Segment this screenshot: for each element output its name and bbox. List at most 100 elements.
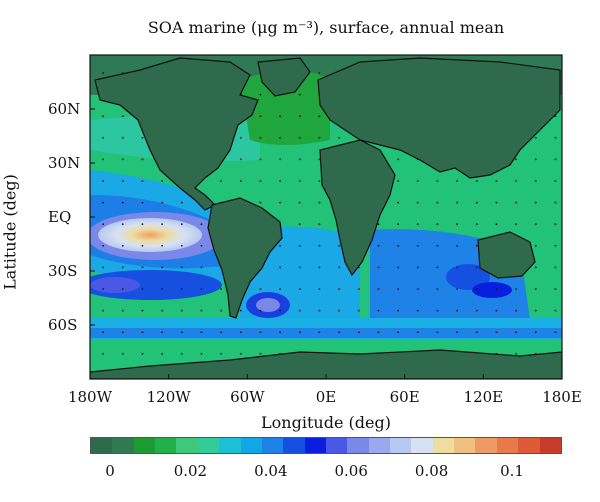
- grid-dot: [259, 158, 262, 161]
- y-tick-label: 30N: [48, 154, 81, 172]
- grid-dot: [377, 244, 380, 247]
- grid-dot: [456, 223, 459, 226]
- north-atlantic-region: [240, 70, 330, 145]
- grid-dot: [515, 180, 518, 182]
- greenland: [257, 57, 311, 97]
- grid-dot: [554, 244, 557, 247]
- grid-dot: [475, 244, 478, 247]
- indian-ocean-patch: [446, 264, 490, 290]
- grid-dot: [161, 266, 164, 269]
- grid-dot: [121, 136, 124, 139]
- x-tick-label: 0E: [315, 388, 337, 406]
- grid-dot: [534, 309, 537, 312]
- grid-dot: [515, 201, 518, 204]
- grid-dot: [397, 266, 400, 269]
- grid-dot: [102, 352, 105, 355]
- grid-dot: [318, 331, 321, 334]
- grid-dot: [102, 201, 105, 204]
- grid-dot: [416, 180, 419, 182]
- grid-dot: [239, 352, 242, 355]
- colorbar-cell: [496, 438, 519, 453]
- colorbar-cell: [518, 438, 540, 453]
- grid-dot: [475, 201, 478, 204]
- grid-dot: [318, 180, 321, 182]
- grid-dot: [397, 309, 400, 312]
- grid-dot: [161, 288, 164, 290]
- grid-dot: [436, 180, 439, 182]
- colorbar-cell: [539, 438, 561, 453]
- y-tick-label: 60S: [48, 316, 78, 334]
- grid-dot: [161, 201, 164, 204]
- grid-dot: [141, 223, 144, 226]
- grid-dot: [220, 180, 223, 182]
- grid-dot: [515, 288, 518, 290]
- grid-dot: [416, 223, 419, 226]
- grid-dot: [338, 331, 341, 334]
- grid-dot: [121, 244, 124, 247]
- x-tick-label: 180W: [67, 388, 113, 406]
- grid-dot: [121, 352, 124, 355]
- colorbar: [90, 437, 562, 454]
- pacific-maximum: [98, 218, 202, 252]
- grid-dot: [534, 201, 537, 204]
- grid-dot: [338, 136, 341, 139]
- grid-dot: [554, 136, 557, 139]
- grid-dot: [397, 180, 400, 182]
- grid-dot: [279, 180, 282, 182]
- south-pacific-core: [90, 277, 140, 293]
- grid-dot: [161, 223, 164, 226]
- grid-dot: [416, 309, 419, 312]
- grid-dot: [456, 288, 459, 290]
- grid-dot: [141, 244, 144, 247]
- grid-dot: [200, 266, 203, 269]
- grid-dot: [554, 309, 557, 312]
- australia: [477, 231, 536, 279]
- grid-dot: [475, 266, 478, 269]
- grid-dot: [279, 158, 282, 161]
- grid-dot: [456, 201, 459, 204]
- grid-dot: [338, 244, 341, 247]
- x-tick-label: 120W: [146, 388, 191, 406]
- y-tick-label: 30S: [48, 262, 78, 280]
- grid-dot: [436, 201, 439, 204]
- grid-dot: [161, 180, 164, 182]
- grid-dot: [102, 266, 105, 269]
- north-america: [94, 57, 259, 211]
- colorbar-cell: [454, 438, 476, 453]
- grid-dot: [436, 331, 439, 334]
- grid-dot: [259, 331, 262, 334]
- grid-dot: [495, 288, 498, 290]
- grid-dot: [436, 244, 439, 247]
- colorbar-cell: [390, 438, 412, 453]
- grid-dot: [200, 352, 203, 355]
- grid-dot: [554, 223, 557, 226]
- africa: [319, 139, 396, 277]
- grid-dot: [102, 72, 105, 74]
- grid-dot: [180, 288, 183, 290]
- grid-dot: [318, 244, 321, 247]
- colorbar-cell: [91, 438, 113, 453]
- grid-dot: [416, 288, 419, 290]
- colorbar-cell: [283, 438, 305, 453]
- colorbar-cell: [112, 438, 134, 453]
- colorbar-cell: [304, 438, 326, 453]
- grid-dot: [318, 223, 321, 226]
- grid-dot: [220, 352, 223, 355]
- grid-dot: [298, 201, 301, 204]
- grid-dot: [456, 180, 459, 182]
- grid-dot: [298, 244, 301, 247]
- grid-dot: [161, 244, 164, 247]
- grid-dot: [397, 158, 400, 161]
- grid-dot: [298, 331, 301, 334]
- grid-dot: [121, 201, 124, 204]
- grid-dot: [200, 223, 203, 226]
- grid-dot: [279, 266, 282, 269]
- grid-dot: [279, 309, 282, 312]
- grid-dot: [357, 309, 360, 312]
- grid-dot: [436, 288, 439, 290]
- grid-dot: [279, 244, 282, 247]
- grid-dot: [141, 136, 144, 139]
- grid-dot: [377, 331, 380, 334]
- colorbar-cell: [176, 438, 198, 453]
- grid-dot: [141, 266, 144, 269]
